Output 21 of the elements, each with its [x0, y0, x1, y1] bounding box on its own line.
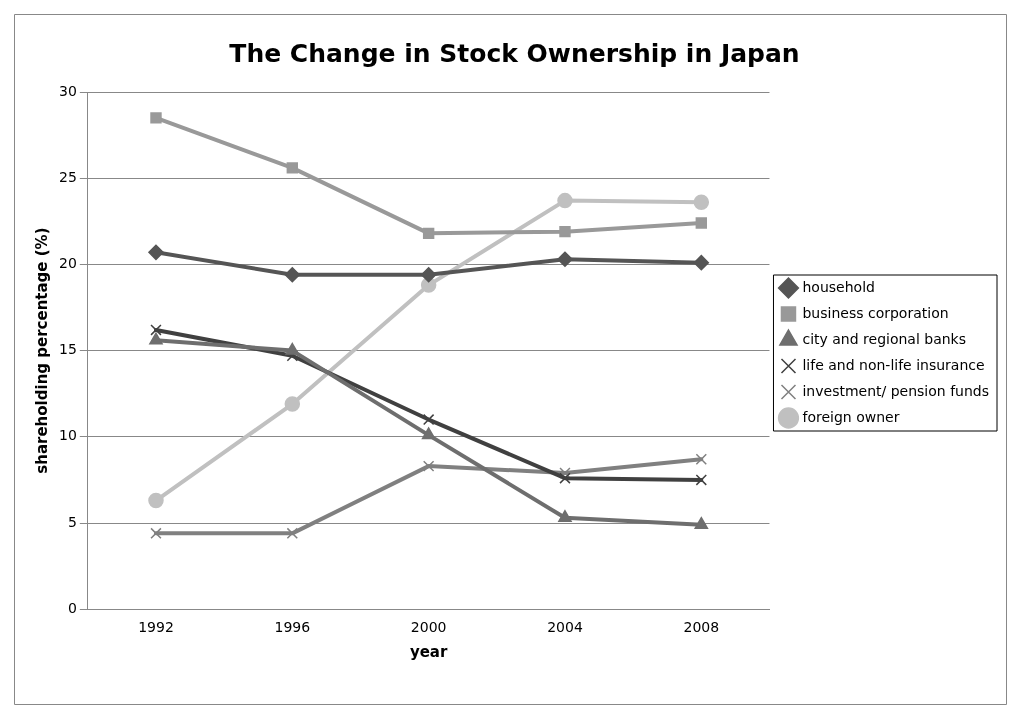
- legend-label: household: [802, 278, 875, 295]
- x-axis-title: year: [409, 642, 448, 661]
- x-tick-label: 2000: [410, 619, 447, 636]
- x-tick-label: 2004: [547, 619, 583, 636]
- y-tick-label: 15: [58, 341, 77, 358]
- legend-label: investment/ pension funds: [802, 382, 990, 399]
- y-tick-label: 10: [58, 427, 77, 444]
- legend-label: city and regional banks: [802, 330, 967, 347]
- y-tick-label: 25: [58, 168, 77, 185]
- y-tick-label: 0: [67, 599, 77, 616]
- y-tick-label: 5: [67, 513, 77, 530]
- y-tick-label: 20: [58, 255, 77, 272]
- x-tick-label: 1992: [138, 619, 174, 636]
- x-tick-label: 1996: [274, 619, 311, 636]
- y-axis-title: shareholding percentage (%): [32, 227, 51, 474]
- chart-title: The Change in Stock Ownership in Japan: [229, 38, 800, 68]
- y-tick-label: 30: [58, 82, 77, 99]
- legend-label: foreign owner: [802, 408, 900, 425]
- legend-label: business corporation: [802, 304, 949, 321]
- x-tick-label: 2008: [683, 619, 720, 636]
- legend-label: life and non-life insurance: [802, 356, 985, 373]
